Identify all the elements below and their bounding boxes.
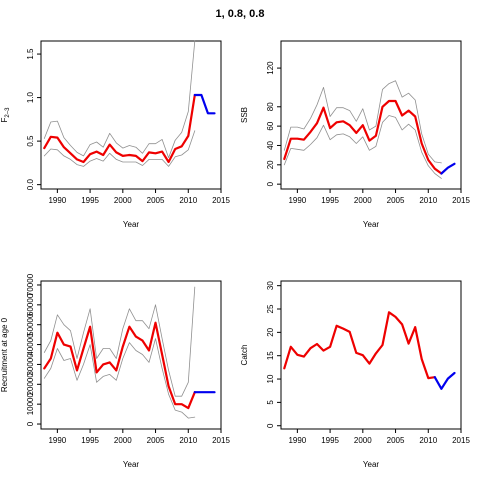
x-tick-label: 2000 bbox=[114, 436, 132, 445]
x-tick-label: 2015 bbox=[212, 196, 230, 205]
y-axis-label-subscript: 2–3 bbox=[5, 107, 11, 118]
y-axis-label-main: SSB bbox=[240, 107, 249, 123]
x-tick-label: 2005 bbox=[387, 436, 405, 445]
y-tick-label: 30000 bbox=[26, 353, 35, 376]
y-tick-label: 0 bbox=[26, 421, 35, 426]
y-tick-label: 0 bbox=[266, 181, 275, 186]
x-tick-label: 1990 bbox=[288, 436, 306, 445]
series-lower-ci-line bbox=[43, 130, 196, 167]
y-axis-label-main: F bbox=[0, 117, 9, 122]
x-tick-label: 1995 bbox=[81, 436, 99, 445]
y-tick-label: 25 bbox=[266, 304, 275, 313]
series-estimate-line bbox=[283, 99, 443, 175]
plot-frame bbox=[40, 40, 222, 190]
x-tick-label: 1990 bbox=[48, 196, 66, 205]
y-tick-label: 70000 bbox=[26, 273, 35, 296]
series-forecast-line bbox=[433, 371, 456, 390]
x-tick-label: 2005 bbox=[147, 436, 165, 445]
series-lower-ci-line bbox=[43, 338, 196, 419]
y-tick-label: 0.5 bbox=[26, 135, 35, 147]
x-axis-label: Year bbox=[363, 460, 380, 469]
x-tick-label: 2005 bbox=[147, 196, 165, 205]
y-tick-label: 20 bbox=[266, 160, 275, 169]
y-tick-label: 10 bbox=[266, 374, 275, 383]
y-tick-label: 120 bbox=[266, 61, 275, 75]
x-tick-label: 2000 bbox=[354, 436, 372, 445]
y-tick-label: 1.0 bbox=[26, 91, 35, 103]
y-axis-label: SSB bbox=[240, 107, 249, 123]
x-tick-label: 2010 bbox=[419, 196, 437, 205]
x-axis-label: Year bbox=[363, 220, 380, 229]
x-tick-label: 2005 bbox=[387, 196, 405, 205]
x-tick-label: 1995 bbox=[81, 196, 99, 205]
y-tick-label: 0.0 bbox=[26, 179, 35, 191]
x-tick-label: 2015 bbox=[452, 196, 470, 205]
plot-frame bbox=[280, 40, 462, 190]
series-upper-ci-line bbox=[283, 80, 442, 164]
panel-catch: 1990 1995 2000 2005 2010 2015 0 5 10 15 20 25 30 Year… bbox=[240, 280, 470, 469]
series-forecast-line bbox=[440, 162, 456, 175]
y-tick-label: 0 bbox=[266, 423, 275, 428]
x-tick-label: 2010 bbox=[419, 436, 437, 445]
y-tick-label: 20 bbox=[266, 327, 275, 336]
y-tick-label: 40 bbox=[266, 140, 275, 149]
series-lower-ci-line bbox=[283, 115, 442, 179]
figure-title: 1, 0.8, 0.8 bbox=[215, 8, 265, 20]
x-tick-label: 1990 bbox=[48, 436, 66, 445]
y-tick-label: 40000 bbox=[26, 333, 35, 356]
series-upper-ci-line bbox=[43, 286, 196, 397]
series-upper-ci-line bbox=[43, 40, 196, 159]
y-tick-label: 20000 bbox=[26, 373, 35, 396]
x-tick-label: 1990 bbox=[288, 196, 306, 205]
x-axis-label: Year bbox=[123, 220, 140, 229]
y-tick-label: 80 bbox=[266, 102, 275, 111]
y-axis-label-main: Catch bbox=[240, 345, 249, 366]
x-tick-label: 2015 bbox=[212, 436, 230, 445]
y-axis-label: F2–3 bbox=[0, 107, 11, 123]
y-tick-label: 30 bbox=[266, 281, 275, 290]
x-tick-label: 2015 bbox=[452, 436, 470, 445]
x-tick-label: 2010 bbox=[179, 196, 197, 205]
y-tick-label: 60000 bbox=[26, 293, 35, 316]
plot-frame bbox=[280, 280, 462, 430]
x-tick-label: 2000 bbox=[354, 196, 372, 205]
y-axis-label-main: Recruitment at age 0 bbox=[0, 317, 9, 392]
series-forecast-line bbox=[193, 93, 216, 115]
y-tick-label: 50000 bbox=[26, 313, 35, 336]
y-tick-label: 10000 bbox=[26, 392, 35, 415]
x-tick-label: 1995 bbox=[321, 196, 339, 205]
y-tick-label: 15 bbox=[266, 351, 275, 360]
x-tick-label: 2010 bbox=[179, 436, 197, 445]
panel-ssb: 1990 1995 2000 2005 2010 2015 0 20 40 60 80 120 Year… bbox=[240, 40, 470, 229]
panel-f: 1990 1995 2000 2005 2010 2015 0.0 0.5 1.0 1.5 Year… bbox=[0, 40, 230, 229]
x-tick-label: 2000 bbox=[114, 196, 132, 205]
plot-frame bbox=[40, 280, 222, 430]
y-axis-label: Recruitment at age 0 bbox=[0, 317, 9, 392]
x-tick-label: 1995 bbox=[321, 436, 339, 445]
series-estimate-line bbox=[43, 321, 196, 410]
y-tick-label: 1.5 bbox=[26, 48, 35, 60]
panel-recruitment: 1990 1995 2000 2005 2010 2015 0 100002000030000… bbox=[0, 273, 230, 469]
y-tick-label: 60 bbox=[266, 121, 275, 130]
y-axis-label: Catch bbox=[240, 345, 249, 366]
series-estimate-line bbox=[283, 311, 436, 380]
x-axis-label: Year bbox=[123, 460, 140, 469]
series-estimate-line bbox=[43, 93, 196, 164]
y-tick-label: 5 bbox=[266, 400, 275, 405]
